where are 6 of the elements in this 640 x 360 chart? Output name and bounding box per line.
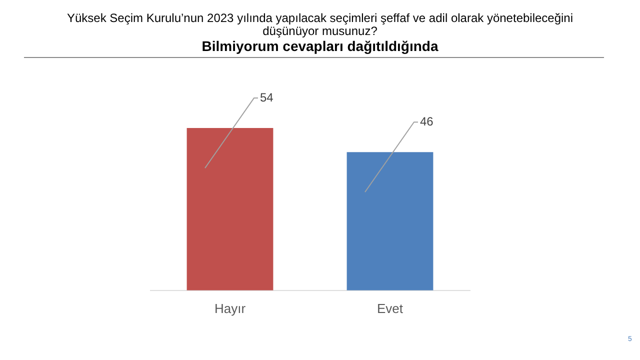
chart-title: Yüksek Seçim Kurulu’nun 2023 yılında yapılacak seçimleri şeffaf ve adil olarak yönetebileceğini düşünüyor musunuz? [66,11,574,38]
data-label: 46 [420,114,434,128]
x-tick-label: Evet [376,300,404,316]
x-tick-label: Hayır [214,300,246,316]
chart-subtitle: Bilmiyorum cevapları dağıtıldığında [200,38,440,54]
data-label: 54 [260,90,274,104]
